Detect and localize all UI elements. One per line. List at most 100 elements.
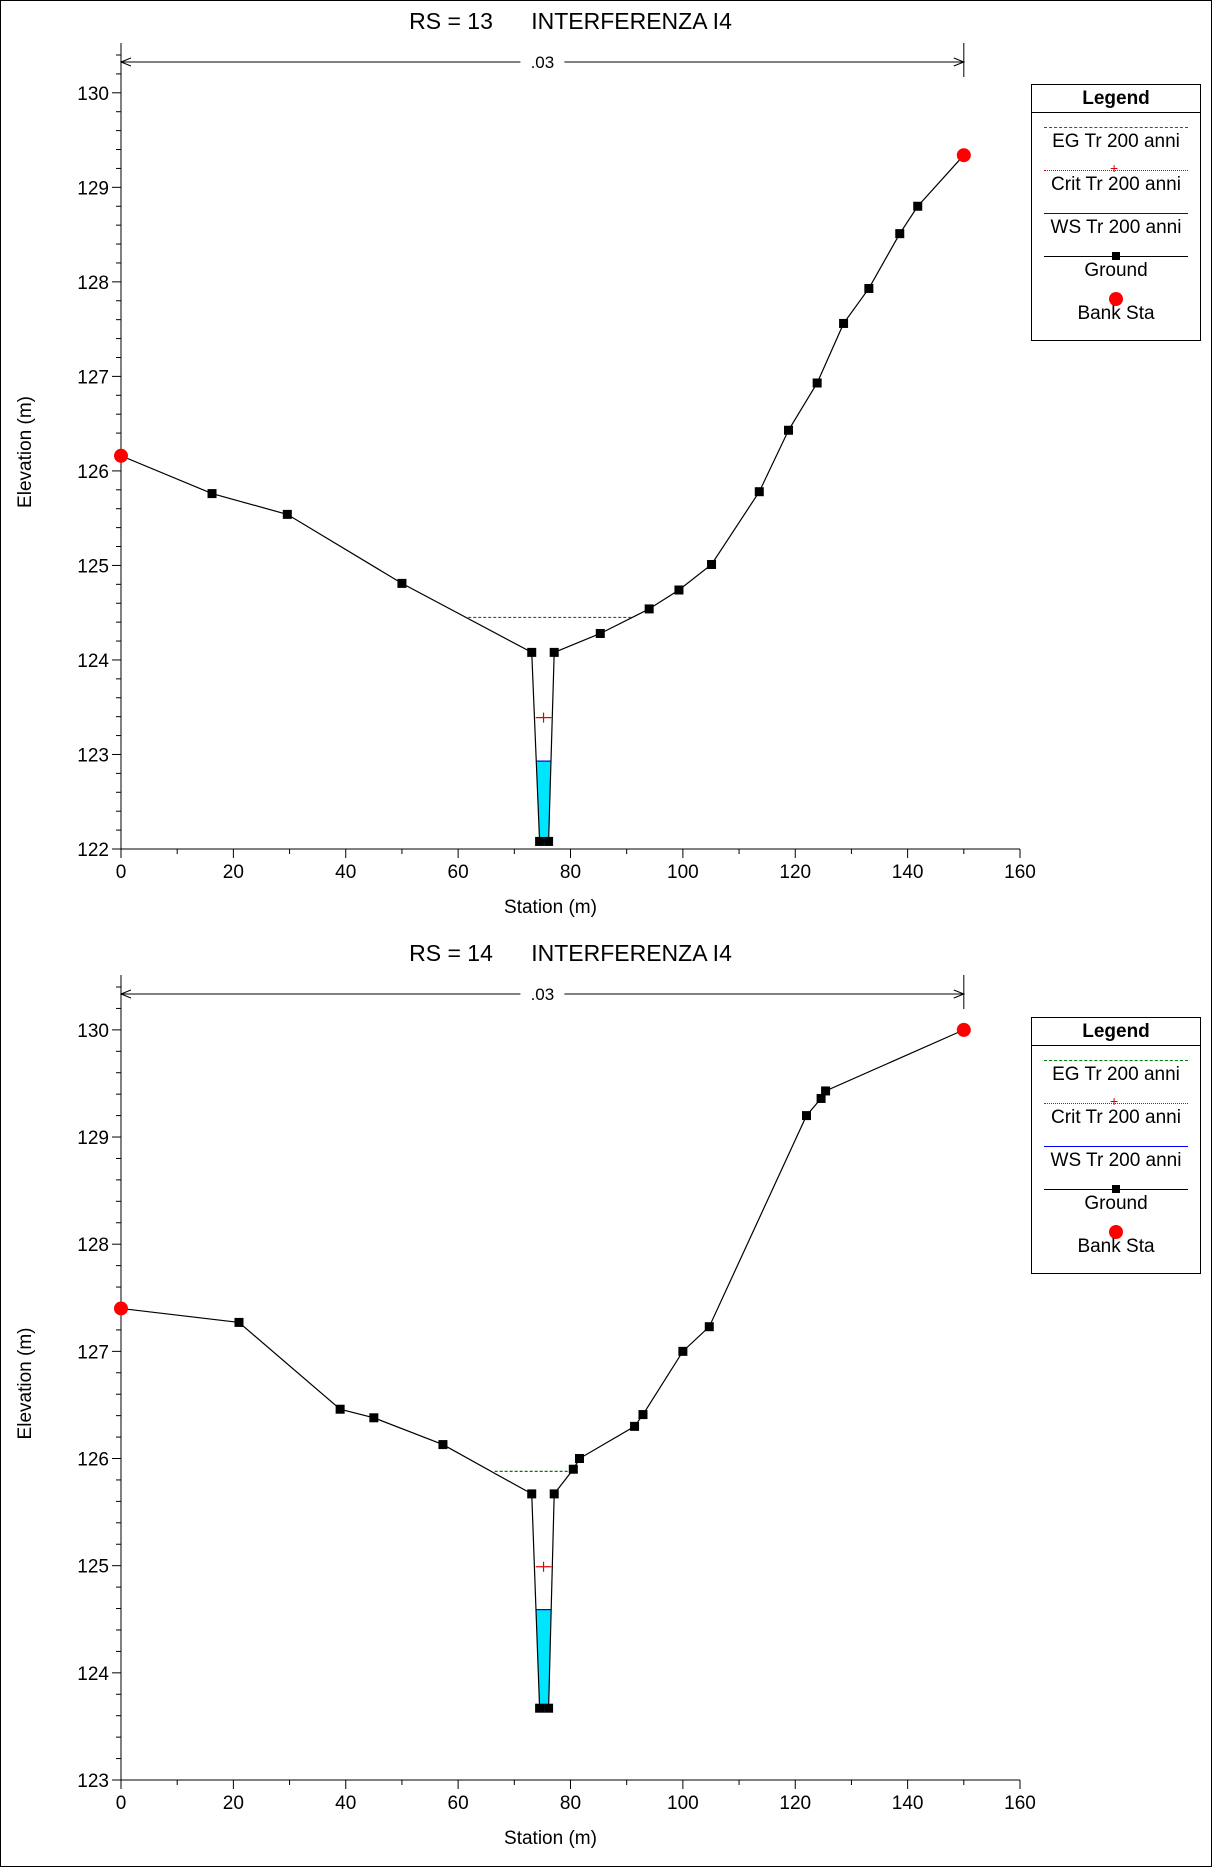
square-marker-icon [1112, 1185, 1120, 1193]
ground-point [549, 1489, 559, 1499]
legend-item-ws: WS Tr 200 anni [1032, 199, 1200, 242]
legend-label: Ground [1084, 260, 1148, 281]
ground-point [801, 1111, 811, 1121]
red-dot-icon [1109, 292, 1123, 306]
ws-line-swatch [1044, 213, 1188, 214]
y-tick-label: 124 [77, 651, 109, 672]
y-tick-label: 123 [77, 745, 109, 766]
manning-n-label: .03 [531, 985, 555, 1004]
ground-point [816, 1093, 826, 1103]
bank-station-point [114, 448, 128, 463]
y-tick-label: 130 [77, 84, 109, 105]
ws-line-swatch [1044, 1146, 1188, 1147]
ground-point [638, 1410, 648, 1420]
x-axis-label: Station (m) [504, 1828, 597, 1849]
ground-point [707, 559, 717, 569]
y-tick-label: 127 [77, 1342, 109, 1363]
ground-point [544, 1703, 554, 1713]
legend-item-eg: EG Tr 200 anni [1032, 1046, 1200, 1089]
legend-title: Legend [1032, 1018, 1200, 1046]
legend-item-ground: Ground [1032, 1175, 1200, 1218]
x-tick-label: 60 [448, 1793, 469, 1814]
ground-point [678, 1346, 688, 1356]
y-tick-label: 122 [77, 840, 109, 861]
arrow-left-icon [119, 57, 132, 67]
ground-point [397, 578, 407, 588]
legend-label: Bank Sta [1077, 1236, 1155, 1257]
x-tick-label: 60 [448, 862, 469, 883]
y-tick-label: 126 [77, 1450, 109, 1471]
x-tick-label: 0 [116, 862, 127, 883]
x-tick-label: 120 [779, 1793, 811, 1814]
legend-item-bank: Bank Sta [1032, 285, 1200, 328]
y-tick-label: 125 [77, 556, 109, 577]
y-axis-label: Elevation (m) [15, 396, 36, 508]
legend-item-ws: WS Tr 200 anni [1032, 1132, 1200, 1175]
ground-point [369, 1413, 379, 1423]
ground-point [544, 836, 554, 846]
ground-point [821, 1086, 831, 1096]
ground-point [595, 628, 605, 638]
x-tick-label: 100 [667, 1793, 699, 1814]
legend-label: WS Tr 200 anni [1050, 217, 1182, 238]
bank-station-point [956, 1022, 971, 1037]
manning-label-bg [520, 51, 565, 71]
ground-point [644, 604, 654, 614]
ground-point [234, 1317, 244, 1327]
chart-title: RS = 13 INTERFERENZA I4 [409, 8, 732, 34]
x-tick-label: 0 [116, 1793, 127, 1814]
y-tick-label: 128 [77, 273, 109, 294]
ground-point [549, 647, 559, 657]
ground-point [335, 1404, 345, 1414]
plus-marker-icon: + [1110, 1093, 1119, 1109]
ground-point [207, 489, 217, 499]
ground-point [527, 1489, 537, 1499]
legend-rs14: Legend EG Tr 200 anni + Crit Tr 200 anni… [1031, 1017, 1201, 1274]
x-tick-label: 160 [1004, 1793, 1036, 1814]
ground-point [527, 647, 537, 657]
legend-item-crit: + Crit Tr 200 anni [1032, 156, 1200, 199]
y-tick-label: 130 [77, 1021, 109, 1042]
ground-point [839, 318, 849, 328]
x-tick-label: 80 [560, 862, 581, 883]
x-tick-label: 120 [779, 862, 811, 883]
legend-label: Crit Tr 200 anni [1051, 174, 1181, 195]
legend-label: EG Tr 200 anni [1052, 131, 1180, 152]
legend-label: EG Tr 200 anni [1052, 1064, 1180, 1085]
ground-point [864, 283, 874, 293]
ground-point [895, 229, 905, 239]
y-tick-label: 129 [77, 1128, 109, 1149]
ground-line [120, 154, 965, 843]
ground-point [630, 1421, 640, 1431]
square-marker-icon [1112, 252, 1120, 260]
y-tick-label: 123 [77, 1771, 109, 1792]
chart-title: RS = 14 INTERFERENZA I4 [409, 940, 732, 966]
red-dot-icon [1109, 1225, 1123, 1239]
ground-point [438, 1440, 448, 1450]
ground-line [120, 1029, 965, 1709]
legend-label: Ground [1084, 1193, 1148, 1214]
y-tick-label: 124 [77, 1664, 109, 1685]
y-tick-label: 128 [77, 1235, 109, 1256]
legend-item-eg: EG Tr 200 anni [1032, 113, 1200, 156]
crit-line-swatch [1044, 170, 1188, 171]
eg-line-swatch [1044, 127, 1188, 128]
ground-point [812, 378, 822, 388]
bank-station-point [114, 1301, 128, 1316]
legend-label: WS Tr 200 anni [1050, 1150, 1182, 1171]
y-tick-label: 129 [77, 178, 109, 199]
manning-label-bg [520, 983, 565, 1003]
x-tick-label: 160 [1004, 862, 1036, 883]
x-tick-label: 20 [223, 1793, 244, 1814]
legend-label: Crit Tr 200 anni [1051, 1107, 1181, 1128]
legend-item-bank: Bank Sta [1032, 1218, 1200, 1261]
ground-point [704, 1322, 714, 1332]
eg-line-swatch [1044, 1060, 1188, 1061]
x-tick-label: 100 [667, 862, 699, 883]
legend-rs13: Legend EG Tr 200 anni + Crit Tr 200 anni… [1031, 84, 1201, 341]
ground-point [674, 585, 684, 595]
ground-point [535, 836, 545, 846]
crit-line-swatch [1044, 1103, 1188, 1104]
x-tick-label: 80 [560, 1793, 581, 1814]
